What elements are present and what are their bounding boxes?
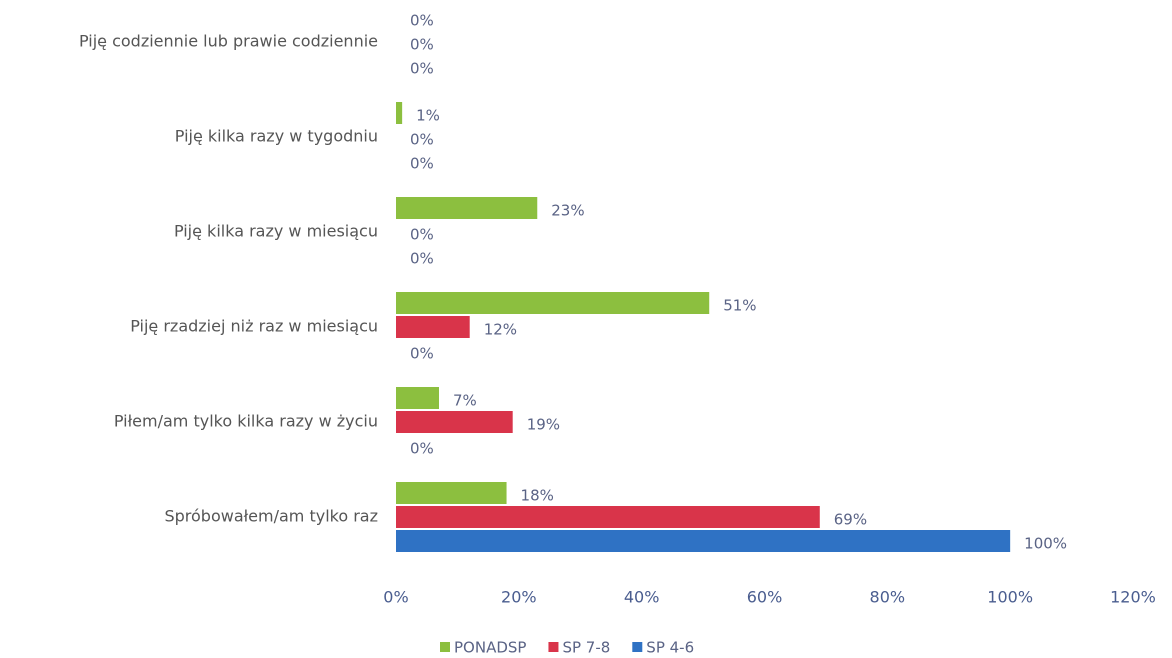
bar <box>396 530 1011 552</box>
bar <box>396 506 820 528</box>
bar <box>396 292 710 314</box>
bar <box>396 316 470 338</box>
legend-label: SP 7-8 <box>562 639 610 657</box>
legend-swatch <box>548 642 559 652</box>
value-label: 12% <box>484 321 517 339</box>
category-label: Piję rzadziej niż raz w miesiącu <box>130 317 378 336</box>
value-label: 0% <box>410 226 434 244</box>
value-label: 7% <box>453 392 477 410</box>
category-label: Piję codziennie lub prawie codziennie <box>79 32 378 51</box>
bar <box>396 387 439 409</box>
value-label: 100% <box>1024 535 1067 553</box>
value-label: 18% <box>521 487 554 505</box>
value-label: 0% <box>410 345 434 363</box>
value-label: 0% <box>410 36 434 54</box>
bar <box>396 197 538 219</box>
x-tick-label: 20% <box>501 588 537 607</box>
legend-label: SP 4-6 <box>646 639 694 657</box>
value-label: 1% <box>416 107 440 125</box>
x-tick-label: 80% <box>870 588 906 607</box>
x-tick-label: 100% <box>987 588 1033 607</box>
value-label: 51% <box>723 297 756 315</box>
x-tick-label: 120% <box>1110 588 1156 607</box>
value-label: 0% <box>410 440 434 458</box>
value-label: 0% <box>410 250 434 268</box>
value-label: 69% <box>834 511 867 529</box>
x-tick-label: 40% <box>624 588 660 607</box>
category-label: Piję kilka razy w miesiącu <box>174 222 378 241</box>
bar <box>396 102 403 124</box>
category-label: Piłem/am tylko kilka razy w życiu <box>114 412 378 431</box>
legend-swatch <box>632 642 643 652</box>
category-label: Spróbowałem/am tylko raz <box>164 507 378 526</box>
bar <box>396 482 507 504</box>
legend-swatch <box>440 642 450 652</box>
value-label: 23% <box>551 202 584 220</box>
x-tick-label: 0% <box>383 588 408 607</box>
bar <box>396 411 513 433</box>
x-tick-label: 60% <box>747 588 783 607</box>
value-label: 0% <box>410 12 434 30</box>
value-label: 19% <box>527 416 560 434</box>
value-label: 0% <box>410 155 434 173</box>
value-label: 0% <box>410 131 434 149</box>
legend-label: PONADSP <box>454 639 526 657</box>
category-label: Piję kilka razy w tygodniu <box>175 127 378 146</box>
value-label: 0% <box>410 60 434 78</box>
